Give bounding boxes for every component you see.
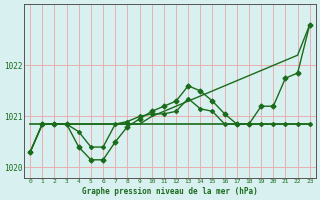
- X-axis label: Graphe pression niveau de la mer (hPa): Graphe pression niveau de la mer (hPa): [82, 187, 258, 196]
